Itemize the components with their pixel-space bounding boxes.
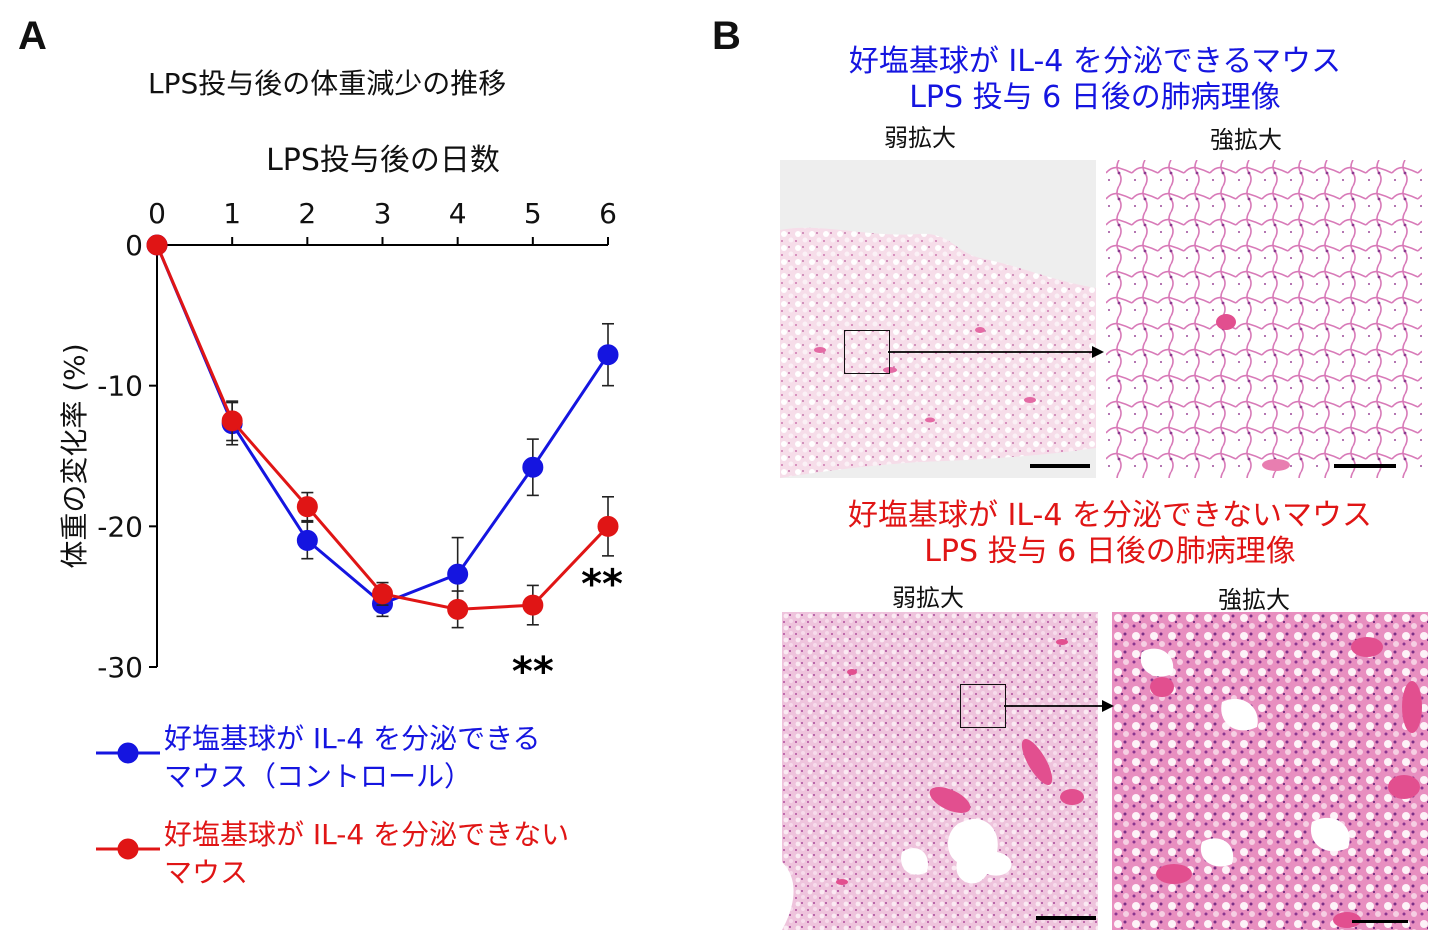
data-point-1 <box>372 583 393 605</box>
y-tick-label: -30 <box>97 651 143 684</box>
top-high-scale-bar <box>1334 464 1396 468</box>
bottom-high-mag-label: 強拡大 <box>1218 586 1290 614</box>
bottom-low-mag-label: 弱拡大 <box>892 584 964 612</box>
bottom-title: 好塩基球が IL-4 を分泌できないマウス LPS 投与 6 日後の肺病理像 <box>780 498 1440 570</box>
bottom-title-line2: LPS 投与 6 日後の肺病理像 <box>924 534 1296 569</box>
top-low-scale-bar <box>1030 464 1090 468</box>
y-tick-label: -10 <box>97 370 143 403</box>
legend-marker-control <box>96 742 160 764</box>
x-tick-label: 4 <box>449 197 467 230</box>
legend-marker-knockout <box>96 838 160 860</box>
top-low-mag-label: 弱拡大 <box>884 124 956 152</box>
chart-title: LPS投与後の体重減少の推移 <box>148 67 507 100</box>
x-tick-label: 2 <box>298 197 316 230</box>
bottom-zoom-arrow <box>1004 700 1114 712</box>
legend: 好塩基球が IL-4 を分泌できる マウス（コントロール） 好塩基球が IL-4… <box>90 720 670 900</box>
data-point-0 <box>522 456 544 478</box>
data-point-0 <box>447 563 469 585</box>
top-high-mag-image <box>1106 160 1422 478</box>
legend-label-control-line2: マウス（コントロール） <box>164 760 473 793</box>
y-tick-label: -20 <box>97 510 143 543</box>
data-point-1 <box>597 515 619 537</box>
legend-label-knockout-line2: マウス <box>164 856 249 889</box>
data-point-1 <box>296 496 318 518</box>
x-tick-label: 0 <box>148 197 166 230</box>
x-tick-label: 1 <box>223 197 241 230</box>
top-title-line1: 好塩基球が IL-4 を分泌できるマウス <box>848 44 1342 79</box>
data-point-1 <box>146 234 168 256</box>
top-zoom-arrow <box>888 346 1104 358</box>
legend-label-knockout: 好塩基球が IL-4 を分泌できない マウス <box>164 816 569 892</box>
data-point-0 <box>597 344 619 366</box>
legend-label-control: 好塩基球が IL-4 を分泌できる マウス（コントロール） <box>164 720 541 796</box>
legend-label-knockout-line1: 好塩基球が IL-4 を分泌できない <box>164 818 570 851</box>
y-axis-label: 体重の変化率 (%) <box>58 343 91 568</box>
x-tick-label: 5 <box>524 197 542 230</box>
bottom-low-scale-bar <box>1036 916 1096 920</box>
top-high-mag-label: 強拡大 <box>1210 126 1282 154</box>
bottom-high-scale-bar <box>1352 920 1408 923</box>
x-tick-label: 6 <box>599 197 617 230</box>
panel-a-letter: A <box>18 14 47 58</box>
x-tick-label: 3 <box>374 197 392 230</box>
panel-b-letter: B <box>712 14 741 58</box>
top-title-line2: LPS 投与 6 日後の肺病理像 <box>909 80 1281 115</box>
data-point-1 <box>447 598 469 620</box>
x-axis-label: LPS投与後の日数 <box>266 143 500 178</box>
bottom-high-mag-image <box>1112 612 1428 930</box>
bottom-title-line1: 好塩基球が IL-4 を分泌できないマウス <box>847 498 1373 533</box>
top-title: 好塩基球が IL-4 を分泌できるマウス LPS 投与 6 日後の肺病理像 <box>780 44 1410 116</box>
top-low-mag-image <box>780 160 1096 478</box>
significance-mark: ** <box>512 649 554 695</box>
data-point-1 <box>522 594 544 616</box>
data-point-1 <box>221 410 243 432</box>
data-point-0 <box>296 529 318 551</box>
significance-mark: ** <box>581 561 623 607</box>
bottom-low-mag-image <box>782 612 1098 930</box>
y-tick-label: 0 <box>125 229 143 262</box>
legend-label-control-line1: 好塩基球が IL-4 を分泌できる <box>164 722 541 755</box>
